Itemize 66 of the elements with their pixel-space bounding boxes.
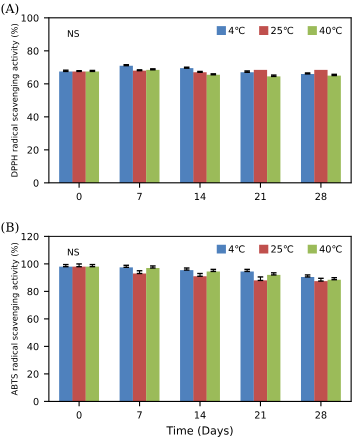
y-tick-label: 20 (27, 370, 38, 378)
bar (146, 268, 160, 402)
text: (A) (1, 4, 18, 15)
y-tick-label: 120 (22, 232, 38, 240)
bar (267, 76, 280, 183)
y-tick-label: 0 (34, 398, 38, 406)
x-tick-label: 7 (137, 192, 142, 200)
x-tick-label: 0 (76, 192, 82, 200)
y-tick-label: 0 (34, 179, 38, 187)
bar (193, 72, 207, 183)
x-tick-label: 14 (194, 411, 206, 419)
bar (328, 280, 341, 402)
x-tick-label: 21 (254, 411, 266, 419)
x-tick-label: 0 (76, 411, 82, 419)
y-tick-label: 60 (27, 80, 38, 88)
legend-label: 25℃ (271, 26, 294, 34)
x-tick-label: 14 (194, 192, 206, 200)
x-tick-label: 21 (254, 192, 266, 200)
bar (328, 76, 341, 183)
y-tick-label: 60 (27, 315, 38, 323)
legend-label: 25℃ (271, 245, 294, 253)
bar (300, 276, 314, 402)
bar (86, 71, 100, 183)
bar (206, 271, 220, 402)
bar (86, 266, 100, 402)
bar (300, 74, 314, 183)
bar (120, 267, 133, 402)
legend-label: 40℃ (320, 245, 342, 253)
x-tick-label: 28 (315, 411, 326, 419)
bar (120, 66, 133, 183)
bar (240, 72, 254, 183)
y-axis-title: DPPH radical scavenging activity (%) (11, 24, 20, 177)
legend-label: 4℃ (228, 26, 245, 34)
y-tick-label: 40 (27, 342, 38, 350)
bar (72, 71, 86, 183)
bar (193, 276, 207, 402)
bar (132, 70, 146, 183)
bar (146, 70, 160, 183)
y-tick-label: 40 (27, 113, 38, 121)
bar (254, 70, 268, 183)
y-axis-title: ABTS radical scavenging activity (%) (11, 242, 20, 396)
y-tick-label: 80 (27, 288, 38, 296)
annotation: NS (68, 30, 79, 37)
bar (72, 266, 86, 402)
x-tick-label: 7 (137, 411, 142, 419)
bar (132, 274, 146, 402)
x-tick-label: 28 (315, 192, 326, 200)
bar (59, 266, 72, 402)
legend-label: 4℃ (228, 245, 245, 253)
y-tick-label: 20 (27, 146, 38, 154)
legend-label: 40℃ (320, 26, 342, 34)
bar (254, 280, 268, 402)
x-axis-title: Time (Days) (166, 426, 233, 437)
bar (267, 274, 280, 402)
y-tick-label: 80 (27, 47, 38, 55)
bar (314, 281, 328, 402)
bar (180, 68, 194, 183)
bar (240, 271, 254, 402)
bar (180, 270, 194, 402)
annotation: NS (68, 248, 79, 256)
bar (314, 70, 328, 183)
bar (59, 71, 72, 183)
text: (B) (1, 222, 18, 234)
y-tick-label: 100 (22, 14, 38, 22)
bar (206, 74, 220, 183)
y-tick-label: 100 (22, 260, 38, 268)
